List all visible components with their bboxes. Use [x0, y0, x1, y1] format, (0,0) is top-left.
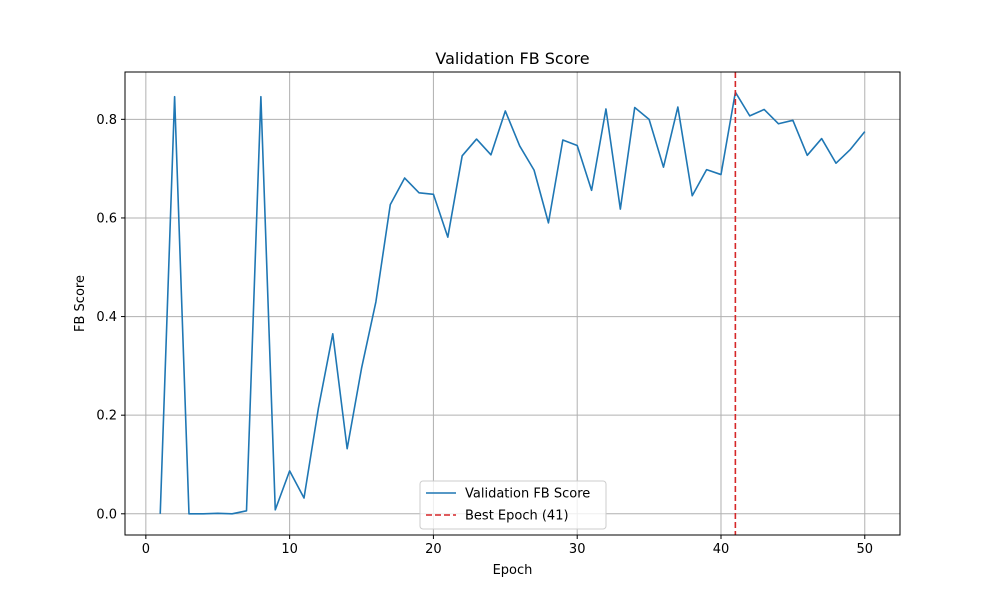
- x-tick-label: 30: [569, 542, 586, 557]
- data-layer: [159, 72, 866, 535]
- x-axis-label: Epoch: [493, 563, 533, 578]
- x-tick-label: 40: [713, 542, 730, 557]
- x-tick-label: 10: [281, 542, 298, 557]
- y-tick-label: 0.4: [96, 310, 117, 325]
- y-tick-label: 0.8: [96, 113, 117, 128]
- legend-box: [419, 480, 607, 530]
- legend-label-validation: Validation FB Score: [465, 487, 590, 502]
- x-tick-label: 50: [856, 542, 873, 557]
- series-line-validation-fb-score: [159, 91, 866, 515]
- x-tick-label: 0: [142, 542, 150, 557]
- y-axis: 0.0 0.2 0.4 0.6 0.8: [96, 113, 125, 522]
- y-axis-label: FB Score: [73, 275, 88, 332]
- legend-label-best-epoch: Best Epoch (41): [465, 509, 569, 524]
- grid-lines: [125, 72, 900, 535]
- legend: Validation FB Score Best Epoch (41): [419, 480, 607, 530]
- y-tick-label: 0.6: [96, 211, 117, 226]
- y-tick-label: 0.2: [96, 409, 117, 424]
- chart-title: Validation FB Score: [435, 49, 589, 68]
- x-axis: 0 10 20 30 40 50: [142, 535, 873, 557]
- y-tick-label: 0.0: [96, 507, 117, 522]
- plot-frame: [124, 71, 901, 536]
- x-tick-label: 20: [425, 542, 442, 557]
